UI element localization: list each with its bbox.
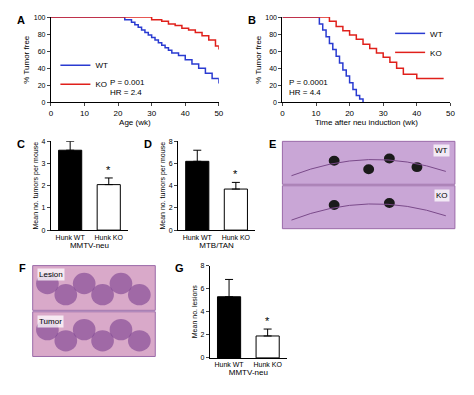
svg-text:Mean no. tumors per mouse: Mean no. tumors per mouse — [32, 142, 40, 230]
svg-text:*: * — [106, 164, 111, 176]
svg-text:4: 4 — [169, 182, 173, 189]
svg-text:50: 50 — [446, 109, 455, 118]
svg-text:2: 2 — [169, 204, 173, 211]
svg-text:2: 2 — [200, 331, 204, 338]
svg-text:% Tumor free: % Tumor free — [22, 35, 31, 84]
svg-text:6: 6 — [169, 160, 173, 167]
svg-text:6: 6 — [200, 285, 204, 292]
svg-text:80: 80 — [38, 31, 46, 38]
svg-text:C: C — [17, 138, 25, 150]
svg-text:40: 40 — [269, 65, 277, 72]
svg-text:MMTV-neu: MMTV-neu — [70, 241, 109, 250]
svg-text:Mean no. tumors per mouse: Mean no. tumors per mouse — [159, 142, 167, 230]
svg-text:0: 0 — [280, 109, 285, 118]
svg-text:0: 0 — [42, 99, 46, 106]
svg-text:KO: KO — [430, 48, 442, 57]
svg-text:Hunk KO: Hunk KO — [95, 234, 124, 241]
svg-text:A: A — [17, 14, 25, 26]
svg-text:D: D — [144, 138, 152, 150]
svg-text:10: 10 — [80, 109, 89, 118]
svg-text:Hunk KO: Hunk KO — [253, 361, 282, 368]
svg-text:10: 10 — [312, 109, 321, 118]
svg-text:40: 40 — [181, 109, 190, 118]
svg-text:WT: WT — [435, 146, 448, 155]
svg-text:2: 2 — [42, 182, 46, 189]
svg-text:20: 20 — [269, 82, 277, 89]
svg-text:Hunk WT: Hunk WT — [214, 361, 244, 368]
svg-text:Hunk WT: Hunk WT — [183, 234, 213, 241]
svg-text:Hunk KO: Hunk KO — [222, 234, 251, 241]
svg-text:60: 60 — [269, 48, 277, 55]
svg-text:G: G — [175, 262, 184, 274]
svg-text:WT: WT — [430, 29, 443, 38]
svg-text:30: 30 — [379, 109, 388, 118]
svg-text:Hunk WT: Hunk WT — [56, 234, 86, 241]
svg-text:Tumor: Tumor — [39, 317, 62, 326]
svg-text:0: 0 — [49, 109, 54, 118]
svg-text:8: 8 — [169, 138, 173, 145]
svg-text:3: 3 — [42, 160, 46, 167]
svg-text:Mean no. lesions: Mean no. lesions — [191, 285, 198, 338]
svg-text:Lesion: Lesion — [39, 270, 63, 279]
svg-text:E: E — [269, 138, 276, 150]
svg-text:4: 4 — [200, 308, 204, 315]
svg-text:1: 1 — [42, 204, 46, 211]
svg-text:100: 100 — [34, 14, 46, 21]
svg-text:P = 0.001HR = 2.4: P = 0.001HR = 2.4 — [110, 78, 145, 97]
svg-text:0: 0 — [273, 99, 277, 106]
svg-text:20: 20 — [345, 109, 354, 118]
svg-text:WT: WT — [95, 61, 108, 70]
svg-text:30: 30 — [147, 109, 156, 118]
svg-text:0: 0 — [169, 227, 173, 234]
svg-text:B: B — [248, 14, 256, 26]
svg-text:4: 4 — [42, 138, 46, 145]
svg-text:MTB/TAN: MTB/TAN — [199, 241, 234, 250]
svg-text:*: * — [233, 168, 238, 180]
svg-text:0: 0 — [200, 354, 204, 361]
svg-text:8: 8 — [200, 262, 204, 269]
svg-text:*: * — [265, 315, 270, 327]
svg-text:Time after neu induction (wk): Time after neu induction (wk) — [315, 118, 418, 127]
svg-text:20: 20 — [114, 109, 123, 118]
svg-text:F: F — [19, 262, 26, 274]
svg-text:0: 0 — [42, 227, 46, 234]
svg-text:% Tumor free: % Tumor free — [254, 35, 263, 84]
svg-text:60: 60 — [38, 48, 46, 55]
svg-text:KO: KO — [95, 80, 107, 89]
svg-text:MMTV-neu: MMTV-neu — [229, 368, 268, 377]
svg-text:80: 80 — [269, 31, 277, 38]
svg-text:50: 50 — [214, 109, 223, 118]
svg-text:40: 40 — [412, 109, 421, 118]
svg-text:100: 100 — [265, 14, 277, 21]
svg-text:Age (wk): Age (wk) — [119, 118, 151, 127]
svg-text:KO: KO — [436, 191, 448, 200]
svg-text:20: 20 — [38, 82, 46, 89]
svg-text:40: 40 — [38, 65, 46, 72]
svg-text:P = 0.0001HR = 4.4: P = 0.0001HR = 4.4 — [289, 78, 328, 97]
